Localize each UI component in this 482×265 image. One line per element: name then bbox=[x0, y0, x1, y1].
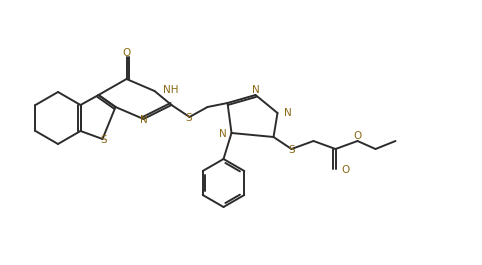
Text: O: O bbox=[353, 131, 362, 141]
Text: O: O bbox=[342, 165, 350, 175]
Text: S: S bbox=[288, 145, 295, 155]
Text: O: O bbox=[122, 48, 131, 58]
Text: N: N bbox=[252, 85, 259, 95]
Text: NH: NH bbox=[162, 85, 178, 95]
Text: S: S bbox=[185, 113, 192, 123]
Text: N: N bbox=[283, 108, 291, 118]
Text: N: N bbox=[219, 129, 227, 139]
Text: N: N bbox=[140, 115, 147, 125]
Text: S: S bbox=[100, 135, 107, 145]
